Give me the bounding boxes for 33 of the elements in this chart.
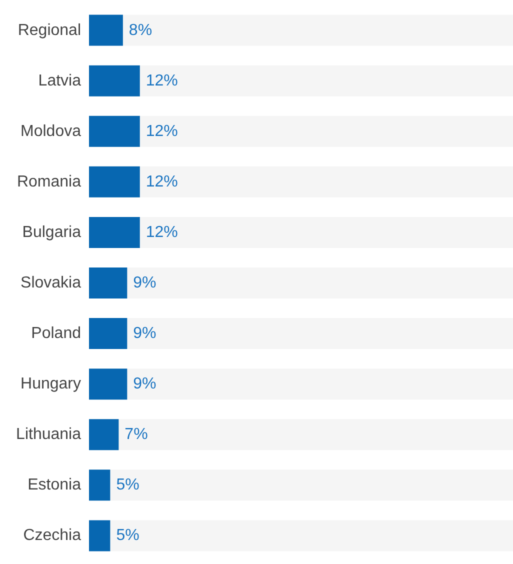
y-tick-label: Latvia	[38, 72, 82, 90]
y-tick-label: Moldova	[20, 122, 82, 140]
bar	[89, 318, 128, 350]
y-tick-label: Hungary	[20, 376, 81, 393]
data-label: 9%	[133, 274, 156, 292]
bar	[89, 368, 128, 400]
data-label: 9%	[133, 325, 156, 342]
y-tick-label: Poland	[31, 325, 81, 342]
data-label: 12%	[146, 224, 178, 241]
y-tick-label: Czechia	[23, 527, 82, 544]
data-label: 12%	[146, 122, 178, 140]
data-label: 5%	[116, 476, 140, 494]
y-tick-label: Estonia	[28, 476, 82, 494]
bar	[89, 65, 140, 96]
data-label: 7%	[124, 426, 148, 444]
y-tick-label: Romania	[16, 173, 82, 190]
bar	[89, 520, 110, 552]
bar	[89, 216, 140, 248]
bar	[89, 166, 140, 198]
data-label: 12%	[146, 72, 178, 90]
bar	[89, 470, 110, 501]
data-label: 9%	[133, 376, 156, 393]
data-label: 12%	[146, 173, 178, 190]
data-label: 8%	[128, 22, 152, 39]
bar	[89, 419, 119, 450]
bar	[89, 14, 123, 46]
y-tick-label: Lithuania	[16, 426, 82, 444]
data-label: 5%	[116, 527, 140, 544]
y-tick-label: Slovakia	[20, 274, 82, 292]
bar	[89, 268, 128, 298]
y-tick-label: Regional	[18, 22, 81, 39]
bar	[89, 116, 140, 147]
y-tick-label: Bulgaria	[22, 224, 82, 241]
